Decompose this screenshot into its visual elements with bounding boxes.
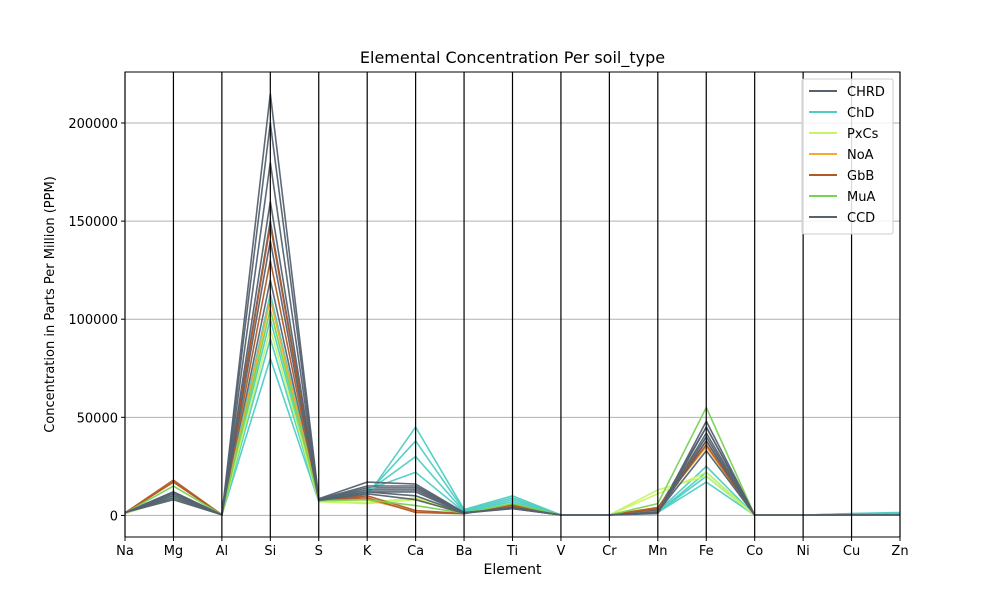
x-tick-label: Cu <box>843 544 860 559</box>
y-axis-label: Concentration in Parts Per Million (PPM) <box>43 176 58 433</box>
y-tick-label: 150000 <box>68 215 118 230</box>
x-tick-label: Ba <box>456 544 473 559</box>
legend-label: PxCs <box>847 127 879 142</box>
x-tick-label: Fe <box>699 544 714 559</box>
legend-label: GbB <box>847 169 874 184</box>
x-tick-label: Ti <box>506 544 518 559</box>
legend: CHRD ChD PxCs NoA GbB MuA CCD <box>801 78 894 235</box>
legend-label: NoA <box>847 148 874 163</box>
x-tick-label: Co <box>746 544 763 559</box>
x-tick-label: S <box>315 544 323 559</box>
legend-label: CHRD <box>847 85 885 100</box>
x-tick-label: Zn <box>891 544 908 559</box>
y-tick-label: 200000 <box>68 117 118 132</box>
x-tick-label: Si <box>264 544 276 559</box>
x-tick-label: Al <box>216 544 229 559</box>
ticks: 0 50000 100000 150000 200000 Na Mg Al Si S K Ca Ba Ti… <box>68 117 908 559</box>
x-tick-label: Ca <box>407 544 424 559</box>
legend-label: MuA <box>847 190 875 205</box>
x-tick-label: V <box>556 544 565 559</box>
y-tick-label: 50000 <box>77 411 118 426</box>
y-tick-label: 100000 <box>68 313 118 328</box>
x-tick-label: Ni <box>796 544 809 559</box>
x-tick-label: Cr <box>602 544 617 559</box>
x-tick-label: Na <box>116 544 134 559</box>
legend-label: ChD <box>847 106 874 121</box>
x-tick-label: Mg <box>164 544 183 559</box>
y-tick-label: 0 <box>110 509 118 524</box>
x-axis-label: Element <box>484 562 542 578</box>
legend-label: CCD <box>847 211 875 226</box>
chart-title: Elemental Concentration Per soil_type <box>360 48 665 68</box>
x-tick-label: Mn <box>648 544 667 559</box>
x-tick-label: K <box>363 544 372 559</box>
